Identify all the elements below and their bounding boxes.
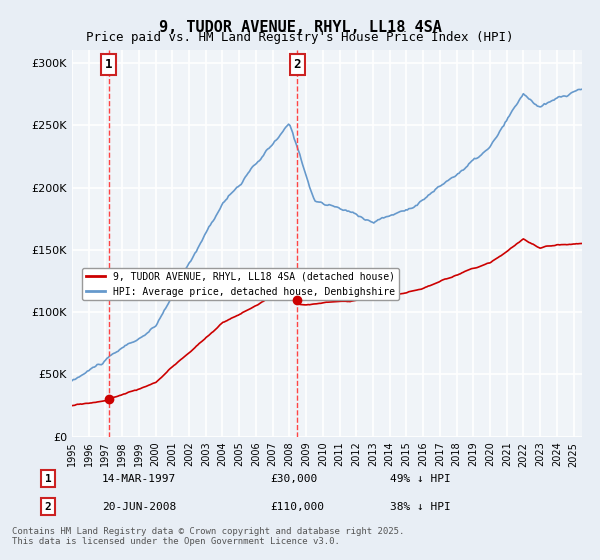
Text: 2: 2 (44, 502, 52, 512)
Legend: 9, TUDOR AVENUE, RHYL, LL18 4SA (detached house), HPI: Average price, detached h: 9, TUDOR AVENUE, RHYL, LL18 4SA (detache… (82, 268, 399, 300)
Text: £110,000: £110,000 (270, 502, 324, 512)
Text: 49% ↓ HPI: 49% ↓ HPI (390, 474, 451, 484)
Text: Price paid vs. HM Land Registry's House Price Index (HPI): Price paid vs. HM Land Registry's House … (86, 31, 514, 44)
Text: 9, TUDOR AVENUE, RHYL, LL18 4SA: 9, TUDOR AVENUE, RHYL, LL18 4SA (158, 20, 442, 35)
Text: Contains HM Land Registry data © Crown copyright and database right 2025.
This d: Contains HM Land Registry data © Crown c… (12, 526, 404, 546)
Text: 1: 1 (44, 474, 52, 484)
Text: £30,000: £30,000 (270, 474, 317, 484)
Text: 1: 1 (105, 58, 113, 71)
Text: 2: 2 (293, 58, 301, 71)
Text: 14-MAR-1997: 14-MAR-1997 (102, 474, 176, 484)
Text: 20-JUN-2008: 20-JUN-2008 (102, 502, 176, 512)
Text: 38% ↓ HPI: 38% ↓ HPI (390, 502, 451, 512)
